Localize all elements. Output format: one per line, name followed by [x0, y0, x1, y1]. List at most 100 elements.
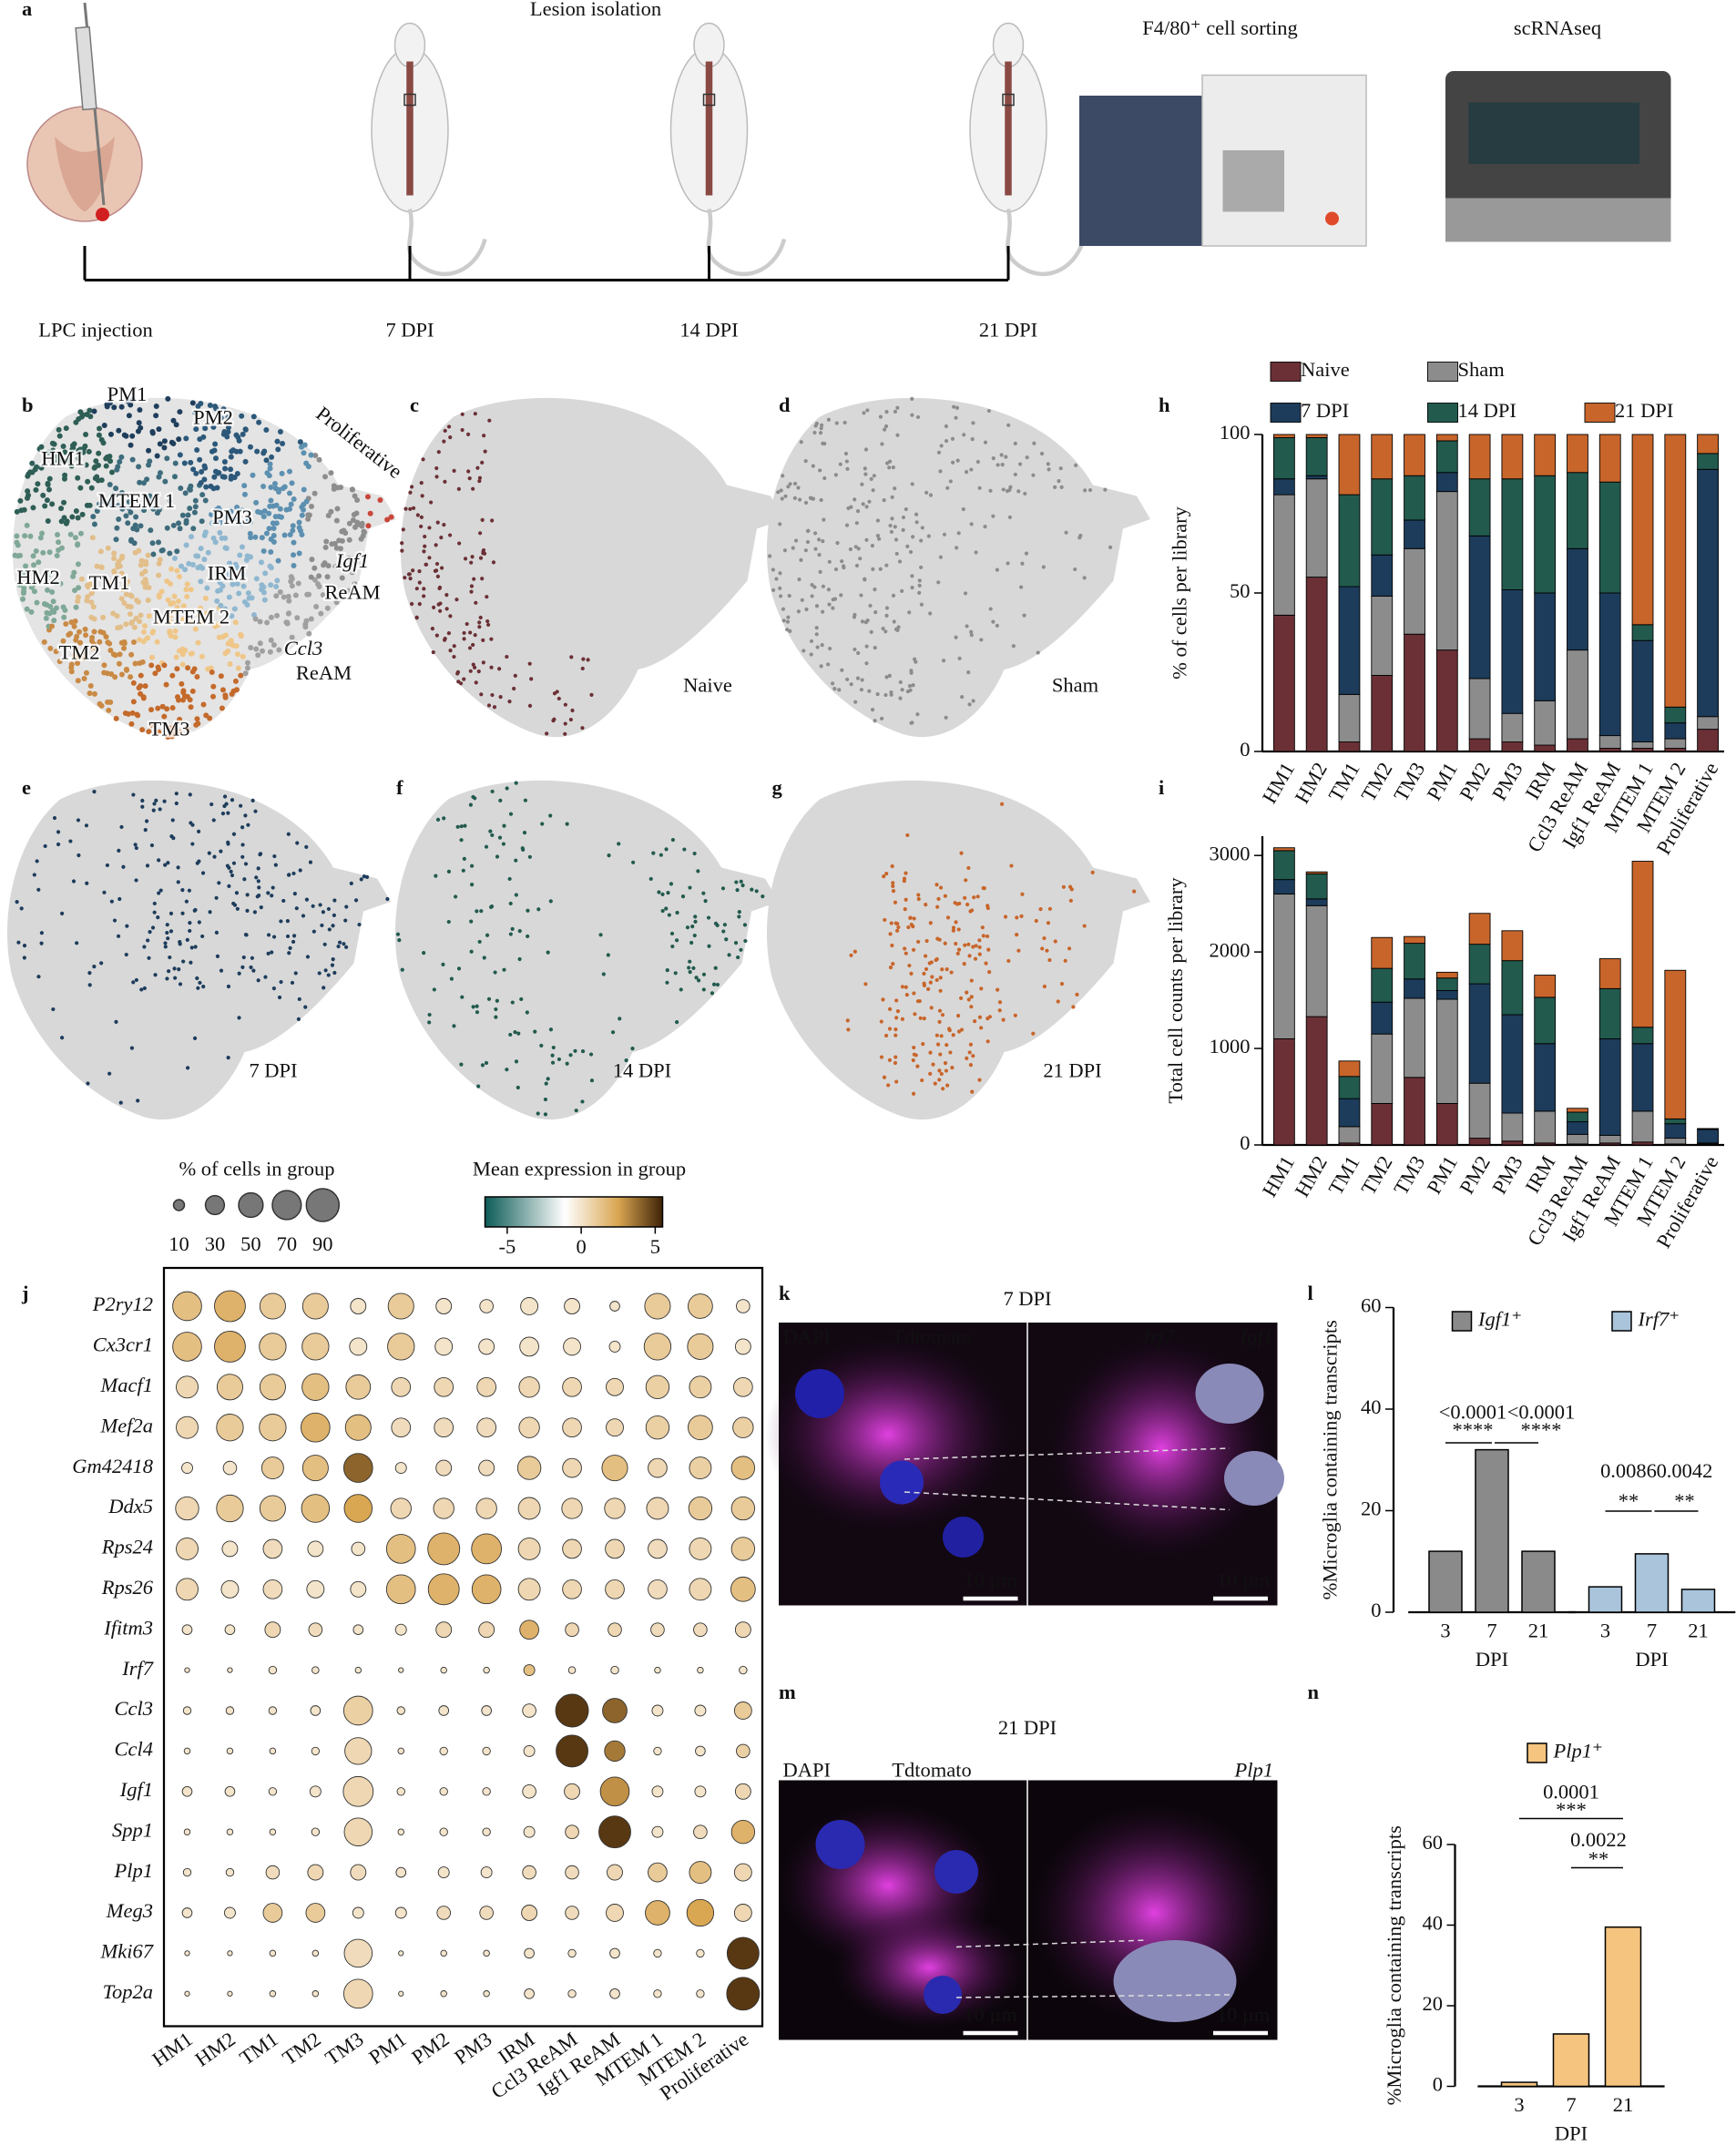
cell-point: [176, 573, 182, 579]
cell-point: [887, 1027, 893, 1031]
channel-label: DAPI: [782, 1325, 830, 1348]
cell-point: [42, 503, 48, 509]
expression-dot: [435, 1459, 453, 1477]
cell-point: [231, 515, 238, 521]
cell-point: [928, 493, 934, 497]
cell-point: [529, 677, 534, 681]
cell-point: [267, 563, 273, 569]
expression-dot: [184, 1950, 190, 1957]
bar-segment: [1631, 434, 1654, 626]
cell-point: [196, 612, 202, 618]
cell-point: [170, 818, 175, 823]
cell-point: [442, 638, 447, 642]
cell-point: [150, 628, 157, 635]
x-tick-label: 21: [1613, 2093, 1633, 2116]
cell-point: [299, 531, 305, 537]
cell-point: [904, 506, 908, 512]
cell-point: [156, 426, 162, 433]
cell-point: [194, 716, 200, 722]
expression-dot: [439, 1746, 448, 1756]
cell-point: [820, 643, 824, 648]
cell-point: [107, 431, 114, 437]
cell-point: [498, 798, 503, 802]
expression-dot: [395, 1866, 407, 1878]
cell-point: [309, 557, 315, 563]
expression-dot: [644, 1293, 671, 1320]
cell-point: [221, 428, 228, 434]
cell-point: [570, 708, 575, 713]
bar-segment: [1305, 434, 1328, 438]
expression-dot: [471, 1574, 502, 1605]
cell-point: [194, 446, 200, 453]
cell-point: [944, 424, 948, 429]
cell-point: [209, 802, 214, 807]
bar-segment: [1468, 1082, 1491, 1139]
bar-segment: [1338, 1060, 1361, 1078]
cell-point: [277, 995, 282, 1000]
cell-point: [200, 871, 206, 875]
expression-dot: [172, 1332, 202, 1362]
cell-point: [148, 654, 155, 660]
cell-point: [71, 651, 77, 658]
cell-point: [916, 939, 921, 945]
cell-point: [79, 511, 86, 517]
cell-point: [250, 414, 257, 420]
cell-point: [934, 883, 939, 887]
cell-point: [815, 645, 820, 649]
cell-point: [237, 1016, 241, 1020]
cell-point: [448, 614, 453, 618]
cell-point: [268, 497, 274, 504]
cell-point: [97, 639, 103, 645]
cell-point: [419, 515, 424, 519]
cell-point: [229, 613, 235, 619]
cell-point: [357, 922, 362, 927]
expression-dot: [651, 1704, 664, 1717]
cell-point: [49, 588, 56, 595]
nucleus-render: [1113, 1939, 1237, 2022]
cell-point: [37, 535, 44, 541]
expression-dot: [184, 1990, 190, 1997]
cell-point: [961, 506, 965, 512]
cell-point: [873, 646, 877, 650]
cell-point: [891, 465, 895, 470]
cell-point: [332, 970, 337, 976]
cell-point: [128, 674, 134, 680]
cell-point: [295, 580, 301, 587]
cell-point: [898, 696, 903, 700]
cell-point: [245, 893, 250, 897]
cell-point: [407, 572, 412, 577]
cell-point: [22, 533, 28, 539]
cell-point: [174, 801, 179, 806]
cell-point: [91, 465, 97, 471]
cell-point: [1082, 924, 1087, 928]
cell-point: [128, 402, 134, 408]
cell-point: [743, 938, 748, 944]
expression-dot: [216, 1414, 244, 1442]
expression-dot: [342, 1978, 373, 2009]
cell-point: [267, 503, 273, 509]
expression-dot: [739, 1665, 748, 1675]
cell-point: [863, 577, 867, 582]
cell-point: [225, 864, 230, 868]
cell-point: [138, 672, 144, 679]
cell-point: [179, 680, 185, 687]
cell-point: [36, 559, 42, 566]
gene-label: Igf1: [119, 1778, 153, 1801]
cell-point: [171, 556, 178, 562]
bar-segment: [1272, 850, 1295, 881]
bar-segment: [1534, 1110, 1557, 1144]
cell-point: [353, 898, 359, 903]
cell-point: [72, 535, 78, 541]
cell-point: [979, 1026, 984, 1030]
expression-dot: [396, 1787, 405, 1796]
cell-point: [93, 458, 99, 465]
cell-point: [156, 618, 162, 625]
expression-dot: [352, 1624, 364, 1636]
cell-point: [710, 991, 715, 996]
cell-point: [100, 629, 107, 636]
cell-point: [45, 571, 51, 577]
cell-point: [939, 1071, 944, 1077]
scale-bar-label: 10 µm: [1217, 1569, 1271, 1591]
cell-point: [1005, 488, 1010, 494]
expression-dot: [610, 1665, 619, 1675]
